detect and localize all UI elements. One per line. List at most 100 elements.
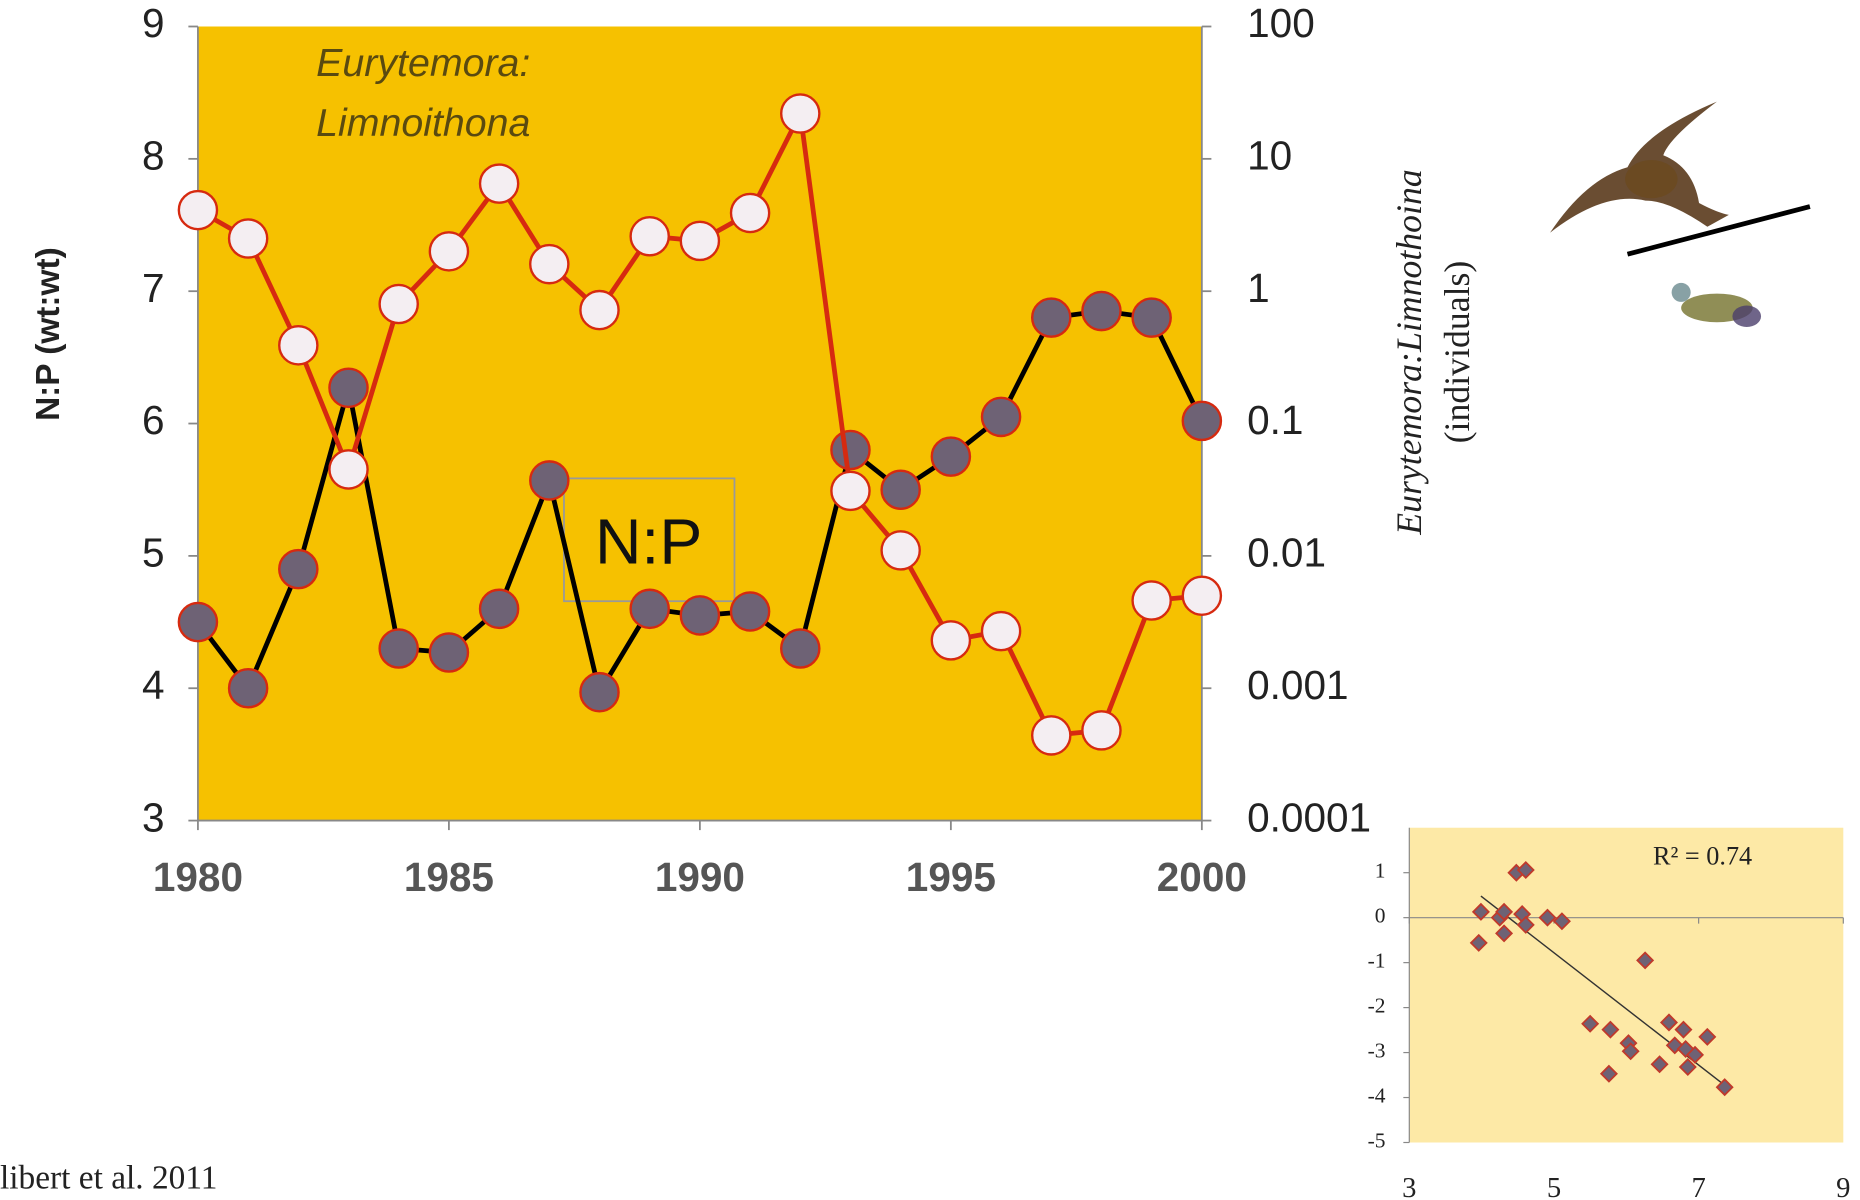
- marker: [529, 460, 570, 501]
- marker: [378, 283, 419, 325]
- marker: [227, 218, 269, 259]
- marker: [428, 231, 470, 272]
- point: [1516, 915, 1535, 934]
- point: [1581, 1014, 1600, 1033]
- inset-plot-area: [1409, 827, 1844, 1143]
- y-tick-label: 9: [142, 0, 165, 46]
- point: [1676, 1039, 1695, 1058]
- y2-tick-label: 0.01: [1247, 530, 1326, 576]
- y-tick-label: -4: [1368, 1083, 1386, 1107]
- marker: [880, 530, 921, 571]
- point: [1471, 902, 1490, 921]
- marker: [529, 243, 570, 285]
- marker: [1131, 297, 1172, 338]
- y2-axis-label: Eurytemora:Limnothoina: [1389, 169, 1429, 535]
- copepod-illustration: [1550, 101, 1811, 327]
- marker: [1030, 297, 1072, 338]
- y-tick-label: 7: [142, 265, 165, 311]
- point: [1698, 1027, 1717, 1046]
- x-tick-label: 3: [1402, 1173, 1416, 1200]
- y-tick-label: -3: [1368, 1038, 1386, 1062]
- marker: [930, 620, 972, 661]
- marker: [579, 289, 620, 331]
- y2-tick-label: 0.001: [1247, 662, 1348, 708]
- y-tick-label: -2: [1368, 994, 1386, 1018]
- point: [1659, 1013, 1678, 1032]
- marker: [679, 220, 721, 262]
- marker: [1181, 575, 1223, 616]
- y-tick-label: 8: [142, 133, 165, 179]
- marker: [378, 628, 419, 669]
- marker: [729, 192, 771, 234]
- marker: [1131, 580, 1172, 621]
- plot-area: [197, 26, 1202, 821]
- r-squared: R² = 0.74: [1653, 842, 1752, 871]
- marker: [629, 216, 670, 257]
- x-tick-label: 9: [1836, 1173, 1850, 1200]
- y-tick-label: 6: [142, 397, 165, 443]
- point: [1715, 1078, 1734, 1097]
- marker: [478, 588, 520, 630]
- x-tick-label: 5: [1547, 1173, 1561, 1200]
- marker: [980, 396, 1022, 438]
- marker: [278, 548, 319, 590]
- point: [1674, 1020, 1693, 1039]
- y-tick-label: -5: [1368, 1128, 1386, 1152]
- annotation: N:P: [595, 505, 702, 577]
- y-tick-label: 4: [142, 662, 165, 708]
- point: [1650, 1055, 1669, 1074]
- marker: [930, 436, 972, 477]
- marker: [780, 628, 821, 669]
- point: [1686, 1045, 1705, 1064]
- marker: [278, 325, 319, 366]
- annotation: Limnoithona: [316, 101, 530, 145]
- y-tick-label: 1: [1375, 859, 1386, 883]
- y2-tick-label: 10: [1247, 133, 1292, 179]
- point: [1552, 912, 1571, 931]
- marker: [177, 189, 219, 231]
- marker: [880, 469, 921, 510]
- x-tick-label: 7: [1691, 1173, 1705, 1200]
- point: [1516, 860, 1535, 880]
- marker: [1181, 400, 1223, 442]
- point: [1601, 1020, 1620, 1039]
- marker: [478, 163, 520, 204]
- y-tick-label: -1: [1368, 949, 1386, 973]
- marker: [729, 591, 771, 632]
- y-tick-label: 5: [142, 530, 165, 576]
- y2-tick-label: 0.1: [1247, 397, 1303, 443]
- y2-tick-label: 100: [1247, 0, 1315, 46]
- marker: [980, 610, 1022, 652]
- marker: [1030, 715, 1072, 756]
- point: [1621, 1042, 1640, 1061]
- marker: [679, 595, 721, 636]
- point: [1678, 1057, 1697, 1076]
- point: [1469, 933, 1488, 952]
- point: [1636, 951, 1655, 970]
- marker: [629, 588, 670, 630]
- x-tick-label: 1985: [404, 854, 494, 900]
- x-tick-label: 1980: [153, 854, 243, 900]
- x-tick-label: 1990: [655, 854, 745, 900]
- point: [1495, 902, 1514, 921]
- point: [1495, 924, 1514, 943]
- marker: [1081, 290, 1122, 332]
- citation: libert et al. 2011: [0, 1159, 217, 1196]
- y2-tick-label: 0.0001: [1247, 794, 1371, 840]
- marker: [780, 93, 821, 134]
- y2-axis-label: (individuals): [1437, 261, 1477, 444]
- marker: [177, 601, 219, 643]
- marker: [328, 449, 369, 490]
- y-tick-label: 3: [142, 794, 165, 840]
- annotation: Eurytemora:: [316, 41, 530, 85]
- point: [1538, 908, 1557, 927]
- marker: [830, 470, 871, 512]
- y-axis-label: N:P (wt:wt): [30, 247, 67, 421]
- x-tick-label: 2000: [1157, 854, 1247, 900]
- marker: [579, 671, 620, 713]
- point: [1599, 1064, 1618, 1083]
- marker: [428, 632, 470, 673]
- point: [1665, 1036, 1684, 1055]
